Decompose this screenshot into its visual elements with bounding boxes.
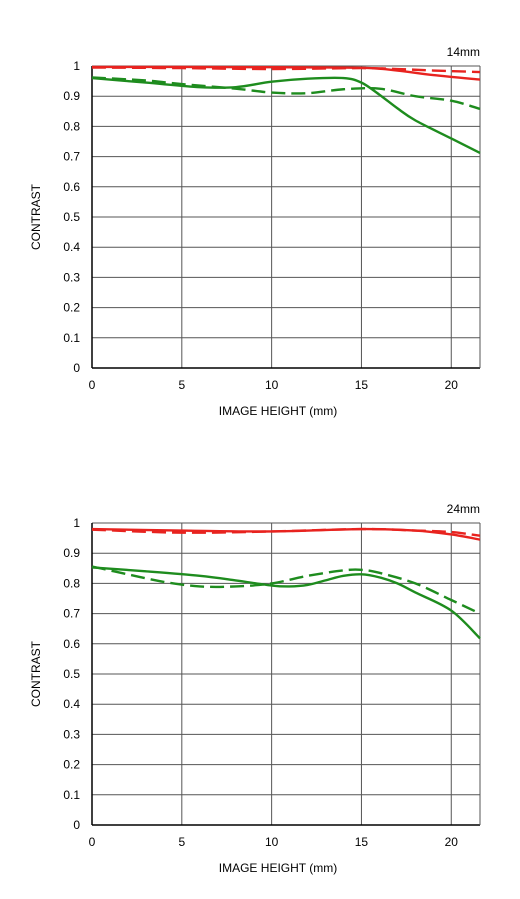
- x-tick-label: 20: [445, 835, 459, 849]
- series-line-2: [91, 66, 481, 74]
- y-tick-label: 0.6: [63, 637, 80, 651]
- y-tick-label: 0.3: [63, 270, 80, 284]
- x-tick-label: 5: [178, 378, 185, 392]
- x-tick-label: 10: [265, 378, 279, 392]
- x-tick-label: 20: [445, 378, 459, 392]
- y-tick-label: 1: [73, 59, 80, 73]
- y-axis-label: CONTRAST: [29, 640, 43, 707]
- series-line-4: [91, 565, 481, 615]
- y-tick-label: 0.7: [63, 607, 80, 621]
- x-tick-label: 15: [355, 835, 369, 849]
- x-tick-label: 15: [355, 378, 369, 392]
- y-tick-label: 0.7: [63, 150, 80, 164]
- y-axis-label: CONTRAST: [29, 183, 43, 250]
- y-tick-label: 0.5: [63, 210, 80, 224]
- y-tick-label: 0.6: [63, 180, 80, 194]
- chart-title: 14mm: [447, 45, 480, 59]
- x-tick-label: 0: [89, 835, 96, 849]
- y-tick-label: 0.4: [63, 697, 80, 711]
- y-tick-label: 0.3: [63, 727, 80, 741]
- series-line-3: [91, 566, 481, 640]
- y-tick-label: 0.9: [63, 546, 80, 560]
- x-tick-label: 10: [265, 835, 279, 849]
- y-tick-label: 0: [73, 361, 80, 375]
- x-axis-label: IMAGE HEIGHT (mm): [219, 861, 337, 875]
- y-tick-label: 1: [73, 516, 80, 530]
- x-tick-label: 5: [178, 835, 185, 849]
- series-line-1: [91, 65, 481, 81]
- series-line-3: [91, 76, 481, 155]
- series-line-2: [91, 527, 481, 537]
- y-tick-label: 0.8: [63, 576, 80, 590]
- y-tick-label: 0.1: [63, 788, 80, 802]
- y-tick-label: 0.8: [63, 119, 80, 133]
- y-tick-label: 0.2: [63, 758, 80, 772]
- y-tick-label: 0.2: [63, 301, 80, 315]
- chart-2: 00.10.20.30.40.50.60.70.80.910 5 10 15 20IMA…: [29, 502, 481, 875]
- x-tick-label: 0: [89, 378, 96, 392]
- x-axis-label: IMAGE HEIGHT (mm): [219, 404, 337, 418]
- y-tick-label: 0.5: [63, 667, 80, 681]
- y-tick-label: 0.9: [63, 89, 80, 103]
- y-tick-label: 0: [73, 818, 80, 832]
- chart-title: 24mm: [447, 502, 480, 516]
- y-tick-label: 0.1: [63, 331, 80, 345]
- y-tick-label: 0.4: [63, 240, 80, 254]
- chart-1: 00.10.20.30.40.50.60.70.80.910 5 10 15 20IMA…: [29, 45, 481, 418]
